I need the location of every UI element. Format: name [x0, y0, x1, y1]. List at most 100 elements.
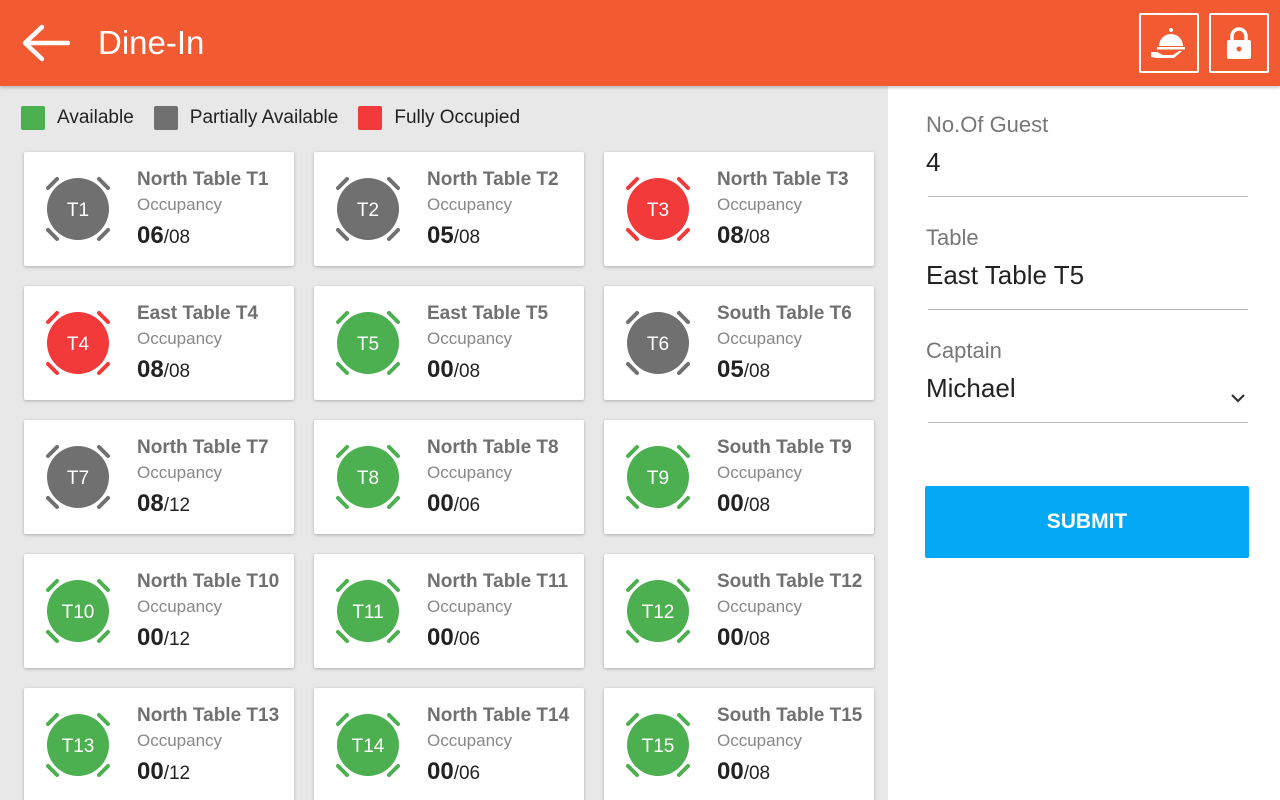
- table-name: North Table T10: [137, 571, 280, 592]
- table-card[interactable]: T2 North Table T2 Occupancy 05/08: [314, 152, 584, 266]
- table-icon: T3: [626, 177, 690, 241]
- table-card[interactable]: T10 North Table T10 Occupancy 00/12: [24, 554, 294, 668]
- table-icon: T13: [46, 713, 110, 777]
- chevron-down-icon[interactable]: [1229, 392, 1247, 404]
- capacity: /12: [163, 495, 191, 516]
- occupancy-label: Occupancy: [427, 329, 513, 348]
- capacity: /08: [453, 227, 481, 248]
- table-icon: T10: [46, 579, 110, 643]
- occupied-count: 08: [137, 490, 164, 517]
- occupancy-value: 08/08: [137, 356, 190, 384]
- occupancy-label: Occupancy: [427, 195, 513, 214]
- table-card[interactable]: T14 North Table T14 Occupancy 00/06: [314, 688, 584, 800]
- occupied-count: 00: [717, 758, 744, 785]
- legend-label: Fully Occupied: [394, 107, 521, 128]
- occupancy-label: Occupancy: [137, 597, 223, 616]
- table-card[interactable]: T9 South Table T9 Occupancy 00/08: [604, 420, 874, 534]
- capacity: /08: [743, 227, 771, 248]
- occupied-count: 06: [137, 222, 164, 249]
- occupancy-value: 00/12: [137, 758, 190, 786]
- capacity: /12: [163, 763, 191, 784]
- table-card[interactable]: T15 South Table T15 Occupancy 00/08: [604, 688, 874, 800]
- table-grid: T1 North Table T1 Occupancy 06/08 T2 Nor…: [24, 152, 874, 800]
- serve-order-button[interactable]: [1139, 13, 1199, 73]
- lock-button[interactable]: [1209, 13, 1269, 73]
- occupancy-value: 06/08: [137, 222, 190, 250]
- table-card[interactable]: T11 North Table T11 Occupancy 00/06: [314, 554, 584, 668]
- tables-panel: Available Partially Available Fully Occupi…: [0, 86, 888, 800]
- legend-swatch: [21, 106, 45, 130]
- arrow-left-icon: [22, 24, 71, 62]
- table-icon: T6: [626, 311, 690, 375]
- occupied-count: 05: [717, 356, 744, 383]
- occupancy-label: Occupancy: [717, 731, 803, 750]
- table-name: East Table T4: [137, 303, 259, 324]
- divider: [928, 309, 1248, 310]
- occupied-count: 00: [427, 758, 454, 785]
- table-code: T13: [62, 736, 95, 757]
- occupancy-value: 00/08: [427, 356, 480, 384]
- legend-swatch: [358, 106, 383, 130]
- table-code: T10: [62, 602, 95, 623]
- table-card[interactable]: T13 North Table T13 Occupancy 00/12: [24, 688, 294, 800]
- table-code: T6: [647, 334, 669, 355]
- table-card[interactable]: T5 East Table T5 Occupancy 00/08: [314, 286, 584, 400]
- legend-label: Partially Available: [189, 107, 339, 128]
- table-icon: T15: [626, 713, 690, 777]
- table-card[interactable]: T7 North Table T7 Occupancy 08/12: [24, 420, 294, 534]
- occupancy-value: 05/08: [427, 222, 480, 250]
- occupancy-value: 00/12: [137, 624, 190, 652]
- capacity: /08: [163, 361, 191, 382]
- divider: [928, 196, 1248, 197]
- occupancy-value: 00/06: [427, 758, 480, 786]
- occupancy-value: 00/06: [427, 624, 480, 652]
- table-card[interactable]: T8 North Table T8 Occupancy 00/06: [314, 420, 584, 534]
- table-input[interactable]: East Table T5: [926, 260, 1085, 290]
- capacity: /08: [743, 361, 771, 382]
- captain-select[interactable]: Michael: [926, 373, 1016, 403]
- guests-input[interactable]: 4: [926, 147, 941, 177]
- occupied-count: 05: [427, 222, 454, 249]
- table-icon: T1: [46, 177, 110, 241]
- table-icon: T12: [626, 579, 690, 643]
- occupancy-value: 00/06: [427, 490, 480, 518]
- table-code: T7: [67, 468, 89, 489]
- table-card[interactable]: T3 North Table T3 Occupancy 08/08: [604, 152, 874, 266]
- table-name: North Table T1: [137, 169, 269, 190]
- table-name: North Table T7: [137, 437, 269, 458]
- occupancy-label: Occupancy: [717, 329, 803, 348]
- occupancy-label: Occupancy: [137, 731, 223, 750]
- occupied-count: 00: [137, 624, 164, 651]
- back-button[interactable]: [20, 22, 72, 64]
- occupancy-label: Occupancy: [717, 597, 803, 616]
- occupancy-label: Occupancy: [137, 329, 223, 348]
- table-name: North Table T11: [427, 571, 569, 592]
- table-code: T3: [647, 200, 669, 221]
- occupied-count: 00: [427, 490, 454, 517]
- table-card[interactable]: T1 North Table T1 Occupancy 06/08: [24, 152, 294, 266]
- table-code: T15: [642, 736, 675, 757]
- legend-label: Available: [57, 107, 134, 128]
- table-card[interactable]: T4 East Table T4 Occupancy 08/08: [24, 286, 294, 400]
- submit-button[interactable]: SUBMIT: [925, 486, 1249, 558]
- table-icon: T5: [336, 311, 400, 375]
- page-title: Dine-In: [98, 24, 205, 61]
- occupancy-value: 00/08: [717, 758, 770, 786]
- capacity: /08: [743, 495, 771, 516]
- divider: [928, 422, 1248, 423]
- capacity: /12: [163, 629, 191, 650]
- table-code: T4: [67, 334, 90, 355]
- order-form: No.Of Guest 4 Table East Table T5 Captai…: [889, 86, 1280, 800]
- table-card[interactable]: T12 South Table T12 Occupancy 00/08: [604, 554, 874, 668]
- table-card[interactable]: T6 South Table T6 Occupancy 05/08: [604, 286, 874, 400]
- capacity: /06: [453, 495, 481, 516]
- occupancy-value: 08/12: [137, 490, 190, 518]
- occupied-count: 08: [717, 222, 744, 249]
- occupancy-label: Occupancy: [717, 195, 803, 214]
- table-icon: T2: [336, 177, 400, 241]
- table-name: South Table T12: [717, 571, 863, 592]
- table-code: T8: [357, 468, 379, 489]
- occupancy-label: Occupancy: [427, 597, 513, 616]
- table-name: North Table T14: [427, 705, 570, 726]
- captain-label: Captain: [926, 338, 1002, 363]
